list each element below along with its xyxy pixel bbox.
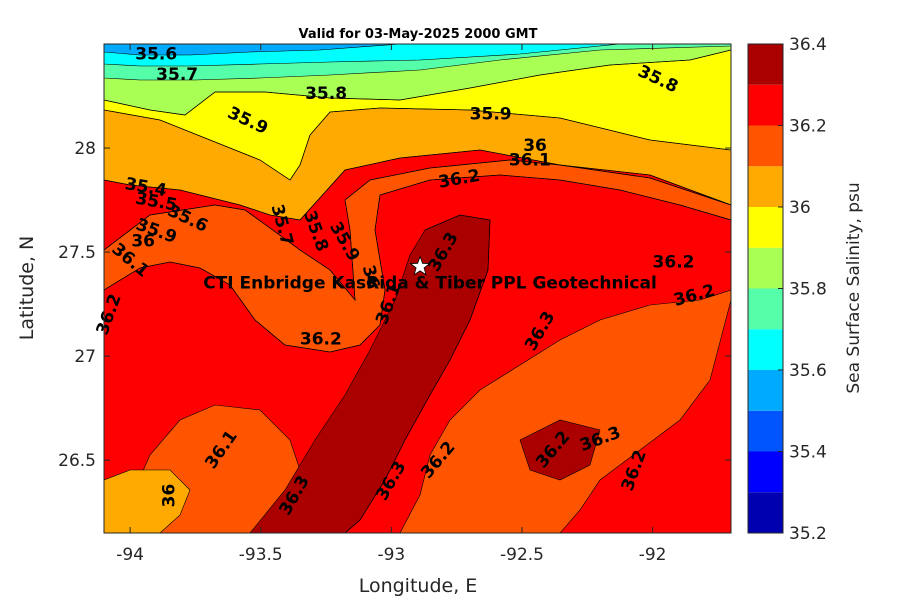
colorbar-segment bbox=[748, 207, 783, 248]
contour-label: 35.6 bbox=[135, 44, 177, 64]
colorbar-segment bbox=[748, 44, 783, 85]
contour-label: 35.7 bbox=[156, 65, 198, 85]
plot-frame bbox=[103, 43, 732, 534]
y-tick-label: 27.5 bbox=[58, 243, 96, 263]
x-axis: -94 -93.5 -93 -92.5 -92 bbox=[116, 44, 667, 565]
contour-lines bbox=[104, 49, 731, 533]
colorbar-tick-label: 35.2 bbox=[789, 524, 827, 544]
colorbar-segment bbox=[748, 288, 783, 330]
salinity-band-36.3-east bbox=[519, 419, 601, 481]
contour-line-36.1 bbox=[104, 159, 731, 302]
colorbar-tick-label: 36.4 bbox=[789, 35, 827, 55]
salinity-band-36.2-east bbox=[559, 299, 731, 533]
contour-label: 36.2 bbox=[653, 252, 695, 272]
contour-line-36.2 bbox=[104, 174, 731, 353]
colorbar: 35.2 35.4 35.6 35.8 36 36.2 36.4 bbox=[747, 35, 827, 544]
y-tick-label: 27 bbox=[74, 347, 96, 367]
contour-label: 35.8 bbox=[305, 84, 347, 104]
x-tick-label: -93.5 bbox=[239, 545, 283, 565]
site-marker: CTI Enbridge KasRida & Tiber PPL Geotech… bbox=[203, 255, 657, 294]
contour-label: 36 bbox=[159, 484, 179, 508]
colorbar-tick-label: 35.8 bbox=[789, 280, 827, 300]
contour-line-36.3 bbox=[344, 214, 491, 533]
colorbar-segment bbox=[748, 451, 783, 493]
colorbar-tick-label: 36.2 bbox=[789, 117, 827, 137]
y-axis: 26.5 27 27.5 28 bbox=[58, 139, 731, 471]
colorbar-tick-label: 35.4 bbox=[789, 443, 827, 463]
contour-plot-area bbox=[104, 44, 731, 533]
contour-label: 36 bbox=[131, 232, 155, 252]
contour-line-35.9 bbox=[104, 107, 731, 181]
x-tick-label: -92 bbox=[639, 545, 667, 565]
colorbar-segment bbox=[748, 410, 783, 452]
colorbar-label: Sea Surface Salinity, psu bbox=[844, 182, 864, 393]
x-tick-label: -94 bbox=[116, 545, 144, 565]
contour-line-35.8 bbox=[104, 49, 731, 116]
site-star-icon bbox=[409, 255, 431, 276]
contour-label: 36.2 bbox=[300, 329, 342, 349]
colorbar-segment bbox=[748, 329, 783, 370]
chart-title: Valid for 03-May-2025 2000 GMT bbox=[299, 27, 538, 42]
x-tick-label: -92.5 bbox=[500, 545, 544, 565]
colorbar-segment bbox=[748, 84, 783, 126]
colorbar-segment bbox=[748, 125, 783, 167]
y-tick-label: 26.5 bbox=[58, 451, 96, 471]
contour-label: 36 bbox=[523, 136, 547, 156]
salinity-band-35.5 bbox=[104, 44, 401, 56]
site-label: CTI Enbridge KasRida & Tiber PPL Geotech… bbox=[203, 274, 657, 294]
colorbar-segment bbox=[748, 492, 783, 533]
x-axis-label: Longitude, E bbox=[359, 575, 478, 597]
colorbar-segment bbox=[748, 370, 783, 411]
y-axis-label: Latitude, N bbox=[16, 236, 38, 341]
y-tick-label: 28 bbox=[74, 139, 96, 159]
colorbar-segment bbox=[748, 166, 783, 207]
contour-label: 36.1 bbox=[509, 151, 551, 171]
colorbar-tick-label: 36 bbox=[789, 198, 811, 218]
x-tick-label: -93 bbox=[377, 545, 405, 565]
contour-label: 35.9 bbox=[470, 105, 512, 125]
salinity-band-36.0-sw bbox=[104, 469, 191, 533]
colorbar-tick-label: 35.6 bbox=[789, 361, 827, 381]
colorbar-segment bbox=[748, 247, 783, 289]
